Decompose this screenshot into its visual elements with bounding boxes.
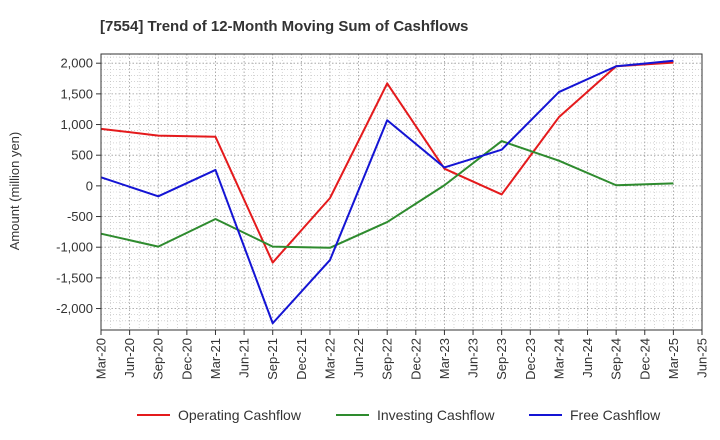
x-tick-label: Dec-20	[179, 338, 194, 380]
x-tick-label: Jun-25	[695, 338, 710, 378]
x-tick-label: Mar-25	[666, 338, 681, 379]
x-tick-label: Dec-22	[408, 338, 423, 380]
x-tick-label: Jun-23	[466, 338, 481, 378]
x-tick-label: Dec-21	[294, 338, 309, 380]
legend-label: Free Cashflow	[570, 407, 661, 423]
x-tick-label: Sep-22	[380, 338, 395, 380]
y-tick-label: 1,500	[60, 86, 93, 101]
x-tick-label: Dec-23	[523, 338, 538, 380]
x-tick-label: Sep-23	[494, 338, 509, 380]
series-line-investing-cashflow	[100, 140, 674, 249]
y-tick-label: 2,000	[60, 56, 93, 71]
y-axis-ticks: 2,000 1,500 1,000 500 0 -500 -1,000 -1,500 -2,00…	[56, 56, 101, 316]
series-lines	[100, 59, 674, 325]
x-tick-label: Dec-24	[637, 338, 652, 380]
x-tick-label: Mar-20	[94, 338, 109, 379]
x-tick-label: Jun-21	[237, 338, 252, 378]
y-tick-label: 500	[71, 148, 93, 163]
x-tick-label: Sep-21	[265, 338, 280, 380]
x-tick-label: Mar-21	[208, 338, 223, 379]
series-line-operating-cashflow	[100, 61, 674, 264]
x-axis-ticks: Mar-20 Jun-20 Sep-20 Dec-20 Mar-21 Jun-21 Sep-…	[94, 330, 710, 380]
x-tick-label: Jun-20	[122, 338, 137, 378]
plot-frame	[100, 53, 703, 331]
legend: Operating Cashflow Investing Cashflow Free…	[137, 407, 661, 423]
y-axis-label: Amount (million yen)	[7, 132, 22, 251]
x-tick-label: Jun-24	[580, 338, 595, 378]
y-tick-label: -1,000	[56, 240, 93, 255]
y-tick-label: -2,000	[56, 301, 93, 316]
x-tick-label: Mar-23	[437, 338, 452, 379]
y-tick-label: 0	[86, 178, 93, 193]
y-tick-label: -1,500	[56, 270, 93, 285]
x-tick-label: Mar-22	[322, 338, 337, 379]
series-line-free-cashflow	[100, 59, 674, 325]
x-tick-label: Jun-22	[351, 338, 366, 378]
y-tick-label: -500	[67, 209, 93, 224]
x-tick-label: Sep-20	[151, 338, 166, 380]
x-tick-label: Mar-24	[551, 338, 566, 379]
x-tick-label: Sep-24	[609, 338, 624, 380]
y-tick-label: 1,000	[60, 117, 93, 132]
legend-label: Investing Cashflow	[377, 407, 495, 423]
chart-title: [7554] Trend of 12-Month Moving Sum of C…	[100, 18, 468, 35]
legend-label: Operating Cashflow	[178, 407, 302, 423]
